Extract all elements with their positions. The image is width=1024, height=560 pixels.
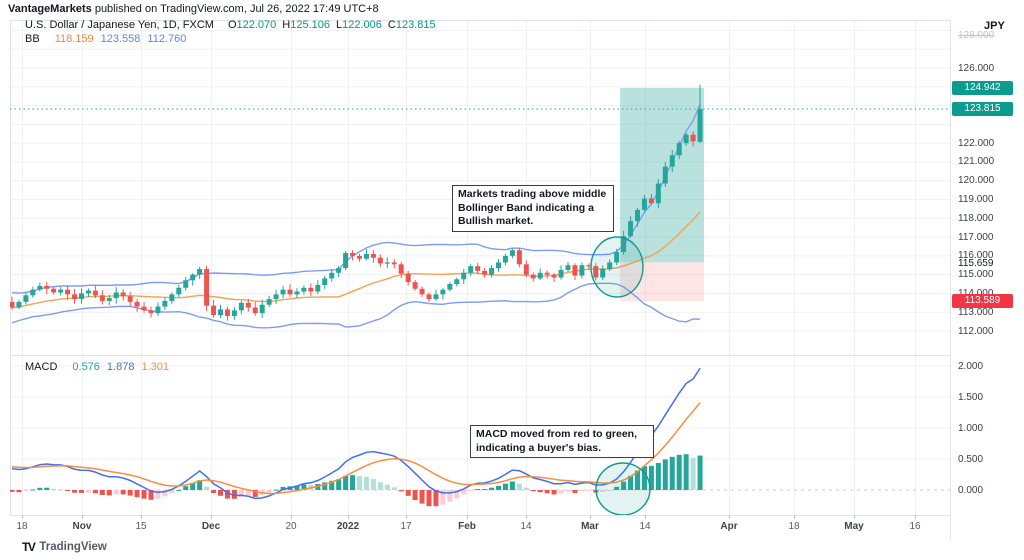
macd-histogram-value: 0.576 (72, 361, 100, 373)
price-axis-label: 121.000 (958, 156, 995, 168)
price-axis-label: 115.000 (958, 269, 994, 281)
price-axis-label: 122.000 (958, 137, 995, 149)
bollinger-basis-line (11, 211, 701, 309)
macd-axis-label: 2.000 (958, 360, 984, 372)
price-axis-label: 118.000 (958, 212, 994, 224)
time-axis-label: 16 (909, 521, 921, 532)
bb-basis-value: 118.159 (54, 33, 94, 45)
time-axis-label: Mar (581, 521, 599, 532)
price-axis-label: 120.000 (958, 175, 995, 187)
macd-line (11, 367, 701, 500)
bollinger-annotation-box[interactable]: Markets trading above middle Bollinger B… (452, 185, 614, 232)
macd-highlight-circle[interactable] (595, 462, 651, 515)
price-axis-label: 116.000 (958, 250, 994, 262)
macd-line-value: 1.878 (106, 361, 135, 373)
price-axis-label: 114.000 (958, 288, 993, 299)
close-label: C (387, 19, 396, 31)
macd-histogram (10, 454, 703, 507)
macd-axis-label: 0.000 (958, 484, 984, 496)
high-label: H (282, 19, 291, 31)
price-axis-faded-label: 128.000 (958, 30, 995, 41)
price-axis-label: 112.000 (958, 325, 994, 337)
time-axis-label: 14 (520, 521, 532, 532)
price-axis-label: 113.000 (958, 306, 994, 318)
bollinger-upper-line (11, 104, 701, 294)
time-axis-label: May (844, 521, 864, 532)
grid (10, 20, 950, 515)
range-low-badge: 113.589 (952, 294, 1013, 308)
price-axis-label: 117.000 (958, 231, 994, 243)
high-value: 125.106 (290, 19, 330, 31)
time-axis-label: 17 (400, 521, 412, 532)
price-axis-label: 126.000 (958, 62, 995, 74)
breakout-highlight-circle[interactable] (590, 236, 644, 298)
range-high-badge: 124.942 (952, 81, 1013, 95)
open-value: 122.070 (236, 19, 277, 31)
publisher-name: VantageMarkets (8, 3, 92, 15)
tradingview-logo-icon: TV (22, 540, 36, 554)
time-axis-label: 18 (788, 521, 800, 532)
macd-annotation-box[interactable]: MACD moved from red to green, indicating… (470, 425, 654, 459)
bb-lower-value: 112.760 (147, 33, 187, 45)
low-value: 122.006 (342, 19, 382, 31)
time-axis-label: 20 (285, 521, 297, 532)
symbol-title: U.S. Dollar / Japanese Yen, 1D, FXCM (25, 19, 214, 31)
macd-signal-value: 1.301 (141, 361, 169, 373)
published-text: published on TradingView.com, Jul 26, 20… (91, 3, 379, 15)
bollinger-legend[interactable]: BB 118.159 123.558 112.760 (25, 33, 186, 45)
price-axis-label: 119.000 (958, 194, 994, 205)
macd-signal-line (11, 402, 701, 495)
macd-axis-label: 1.000 (958, 422, 984, 434)
symbol-legend[interactable]: U.S. Dollar / Japanese Yen, 1D, FXCM O122… (25, 19, 436, 31)
last-price-badge: 123.815 (952, 102, 1013, 116)
time-axis-label: Dec (201, 521, 221, 532)
bb-upper-value: 123.558 (100, 33, 141, 45)
open-label: O (227, 19, 237, 31)
time-axis-ticks (22, 515, 916, 519)
price-pane (10, 84, 705, 329)
bollinger-lower-line (11, 282, 701, 329)
tradingview-logo-text: TradingView (39, 541, 107, 553)
range-mid-label: 115.659 (958, 258, 994, 270)
time-axis-label: Feb (458, 521, 476, 532)
time-axis-label: 18 (16, 521, 28, 532)
candlestick-series (10, 84, 703, 321)
time-axis-label: 2022 (336, 521, 360, 532)
time-axis-label: Nov (72, 521, 92, 532)
tradingview-branding[interactable]: TV TradingView (22, 540, 107, 554)
range-tool-profit-zone[interactable] (620, 87, 705, 263)
published-header: VantageMarkets published on TradingView.… (8, 3, 379, 15)
close-value: 123.815 (395, 19, 436, 31)
time-axis-label: 15 (135, 521, 147, 532)
pane-frame (10, 20, 951, 540)
price-axis-currency: JPY (984, 20, 1005, 32)
bb-label: BB (25, 33, 40, 45)
macd-axis-label: 0.500 (958, 453, 984, 465)
macd-legend[interactable]: MACD 0.576 1.878 1.301 (25, 361, 169, 373)
low-label: L (335, 19, 343, 31)
time-axis-label: 14 (639, 521, 651, 532)
time-axis-label: Apr (720, 521, 738, 532)
macd-label: MACD (25, 361, 58, 373)
macd-axis-label: 1.500 (958, 391, 984, 403)
macd-pane (10, 367, 950, 515)
